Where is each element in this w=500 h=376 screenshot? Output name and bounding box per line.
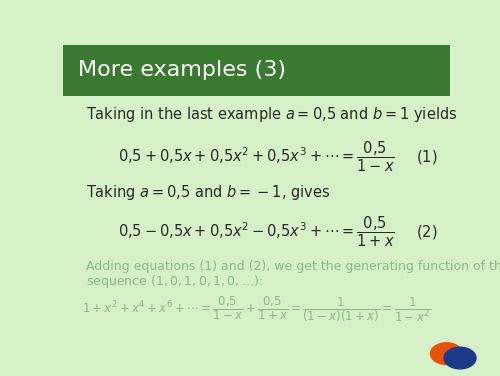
Text: More examples (3): More examples (3) bbox=[78, 61, 286, 80]
Text: sequence $(1,0,1,0,1,0,\ldots)$:: sequence $(1,0,1,0,1,0,\ldots)$: bbox=[86, 273, 263, 290]
Text: $(2)$: $(2)$ bbox=[416, 223, 438, 241]
Circle shape bbox=[430, 343, 462, 364]
Text: $0{,}5-0{,}5x+0{,}5x^2-0{,}5x^3+\cdots=\dfrac{0{,}5}{1+x}$: $0{,}5-0{,}5x+0{,}5x^2-0{,}5x^3+\cdots=\… bbox=[118, 215, 394, 249]
Text: Taking in the last example $a=0{,}5$ and $b=1$ yields: Taking in the last example $a=0{,}5$ and… bbox=[86, 105, 457, 124]
Text: $(1)$: $(1)$ bbox=[416, 148, 438, 165]
FancyBboxPatch shape bbox=[62, 45, 450, 96]
Text: $0{,}5+0{,}5x+0{,}5x^2+0{,}5x^3+\cdots=\dfrac{0{,}5}{1-x}$: $0{,}5+0{,}5x+0{,}5x^2+0{,}5x^3+\cdots=\… bbox=[118, 139, 394, 174]
Text: Taking $a=0{,}5$ and $b=-1$, gives: Taking $a=0{,}5$ and $b=-1$, gives bbox=[86, 183, 330, 202]
Text: $1+x^2+x^4+x^6+\cdots=\dfrac{0{,}5}{1-x}+\dfrac{0{,}5}{1+x}=\dfrac{1}{(1-x)(1+x): $1+x^2+x^4+x^6+\cdots=\dfrac{0{,}5}{1-x}… bbox=[82, 296, 431, 324]
Text: Adding equations (1) and (2), we get the generating function of the: Adding equations (1) and (2), we get the… bbox=[86, 260, 500, 273]
Circle shape bbox=[444, 347, 476, 369]
